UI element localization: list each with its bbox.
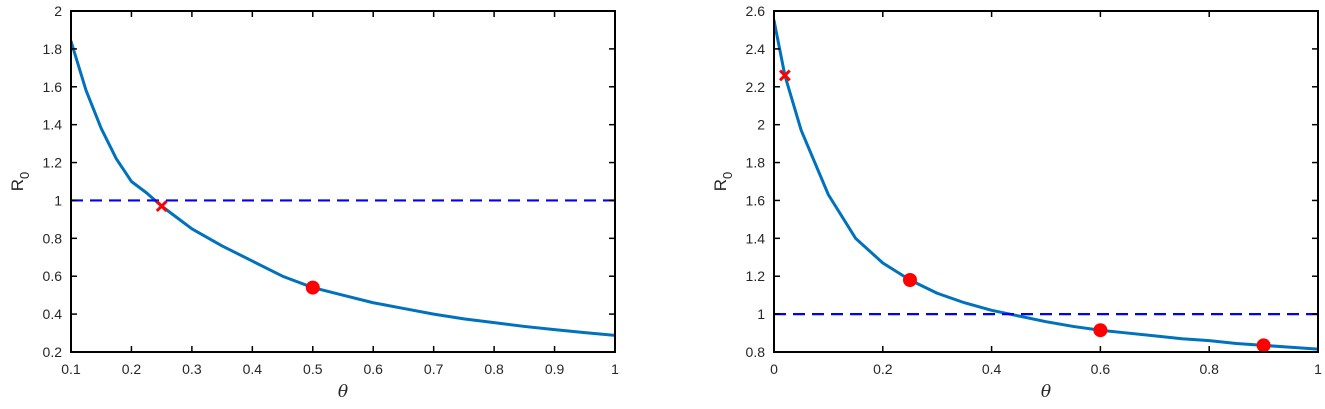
y-tick-label: 0.2 — [43, 344, 63, 360]
x-tick-label: 0.8 — [484, 361, 504, 377]
y-axis-label-main: R — [8, 179, 27, 191]
cross-marker — [155, 200, 168, 213]
x-tick-label: 0.5 — [303, 361, 323, 377]
y-tick-label: 1.2 — [43, 155, 63, 171]
cross-marker — [778, 69, 791, 82]
circle-marker — [1093, 323, 1108, 338]
y-tick-label: 1 — [757, 306, 765, 322]
x-tick-label: 0.1 — [61, 361, 81, 377]
chart-right: 0 0.2 0.4 0.6 0.8 1 0.8 1 1.2 1.4 1.6 1.8 2 2.2 2.4 2.6… — [711, 3, 1322, 402]
x-tick-label: 0.9 — [545, 361, 565, 377]
y-tick-label: 0.4 — [43, 306, 63, 322]
x-tick-label: 0.4 — [982, 361, 1002, 377]
x-tick-label: 0.8 — [1199, 361, 1219, 377]
x-axis-label: θ — [338, 382, 348, 402]
x-axis-label: θ — [1041, 382, 1051, 402]
r0-curve — [774, 18, 1318, 351]
y-axis-label-subscript: 0 — [720, 172, 735, 179]
y-tick-label: 1.4 — [43, 117, 63, 133]
y-tick-label: 1 — [54, 192, 62, 208]
x-tick-label: 1 — [1314, 361, 1322, 377]
x-tick-label: 0.6 — [1091, 361, 1111, 377]
y-tick-label: 1.8 — [746, 155, 766, 171]
y-tick-label: 2.2 — [746, 79, 766, 95]
x-tick-label: 0.4 — [243, 361, 263, 377]
y-axis-label: R0 — [711, 172, 735, 192]
r0-curve — [71, 39, 615, 337]
x-tick-label: 0 — [770, 361, 778, 377]
x-tick-label: 0.7 — [424, 361, 444, 377]
y-tick-label: 2 — [757, 117, 765, 133]
y-tick-label: 0.8 — [746, 344, 766, 360]
axes-box — [773, 10, 1319, 353]
y-tick-label: 0.8 — [43, 230, 63, 246]
x-tick-label: 0.2 — [122, 361, 142, 377]
y-tick-label: 2.4 — [746, 41, 766, 57]
y-tick-label: 1.8 — [43, 41, 63, 57]
x-tick-label: 0.2 — [873, 361, 893, 377]
axes-box — [70, 10, 616, 353]
plot-area — [774, 11, 1318, 352]
x-tick-label: 1 — [611, 361, 619, 377]
x-tick-label: 0.6 — [363, 361, 383, 377]
y-axis-label: R0 — [8, 172, 32, 192]
circle-marker — [305, 280, 320, 295]
y-tick-label: 2.6 — [746, 3, 766, 19]
circle-marker — [1256, 338, 1271, 353]
y-tick-label: 2 — [54, 3, 62, 19]
y-tick-label: 1.6 — [746, 192, 766, 208]
chart-left: 0.1 0.2 0.3 0.4 0.5 0.6 0.7 0.8 0.9 10.20.40.60.8… — [8, 3, 619, 402]
y-axis-label-subscript: 0 — [17, 172, 32, 179]
circle-marker — [903, 273, 917, 288]
plot-area — [71, 11, 615, 352]
y-tick-label: 0.6 — [43, 268, 63, 284]
y-tick-label: 1.2 — [746, 268, 766, 284]
y-axis-label-main: R — [711, 179, 730, 191]
y-tick-label: 1.6 — [43, 79, 63, 95]
x-tick-label: 0.3 — [182, 361, 202, 377]
y-tick-label: 1.4 — [746, 230, 766, 246]
